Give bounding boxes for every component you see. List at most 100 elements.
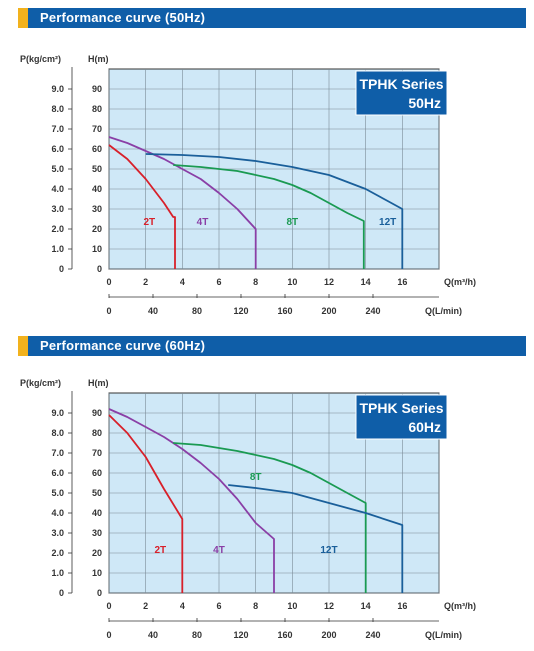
- pressure-tick-label: 2.0: [51, 224, 64, 234]
- head-tick-label: 90: [92, 408, 102, 418]
- section-header-50hz: Performance curve (50Hz): [18, 8, 526, 28]
- pressure-tick-label: 0: [59, 264, 64, 274]
- lmin-tick-label: 0: [106, 630, 111, 640]
- x-tick-label: 4: [180, 277, 185, 287]
- lmin-tick-label: 80: [192, 306, 202, 316]
- chart-50hz: P(kg/cm²) H(m) 9.0 8.0 7.0 6.0 5.0 4.0 3.0 2.0 1.0…: [20, 54, 476, 316]
- lmin-tick-label: 160: [277, 306, 292, 316]
- x-tick-label: 2: [143, 601, 148, 611]
- series-badge: [355, 70, 448, 116]
- lmin-tick-label: 240: [365, 630, 380, 640]
- x-tick-label: 6: [216, 601, 221, 611]
- section-title-60hz: Performance curve (60Hz): [40, 338, 206, 353]
- performance-panel-50hz: Performance curve (50Hz) P(kg/cm²) H(m) 9.…: [0, 0, 534, 325]
- pressure-tick-label: 7.0: [51, 124, 64, 134]
- x-tick-label: 12: [324, 601, 334, 611]
- head-tick-label: 0: [97, 588, 102, 598]
- series-badge-line1: TPHK Series: [359, 400, 443, 416]
- curve-8t: [173, 164, 365, 269]
- lmin-tick-label: 200: [321, 630, 336, 640]
- curve-label-2t: 2T: [143, 217, 155, 228]
- head-tick-label: 30: [92, 204, 102, 214]
- pressure-tick-label: 9.0: [51, 408, 64, 418]
- lmin-tick-label: 120: [233, 630, 248, 640]
- pressure-tick-label: 1.0: [51, 568, 64, 578]
- pressure-tick-label: 6.0: [51, 468, 64, 478]
- section-header-60hz: Performance curve (60Hz): [18, 336, 526, 356]
- section-title-50hz: Performance curve (50Hz): [40, 10, 206, 25]
- head-tick-label: 90: [92, 84, 102, 94]
- head-tick-label: 70: [92, 124, 102, 134]
- head-tick-label: 20: [92, 224, 102, 234]
- curve-label-8t: 8T: [250, 472, 262, 483]
- head-tick-label: 80: [92, 104, 102, 114]
- series-badge-line2: 60Hz: [408, 419, 441, 435]
- series-badge-line2: 50Hz: [408, 95, 441, 111]
- curve-12t: [228, 484, 404, 593]
- pressure-tick-label: 4.0: [51, 508, 64, 518]
- pressure-tick-label: 6.0: [51, 144, 64, 154]
- head-tick-label: 10: [92, 568, 102, 578]
- pressure-tick-label: 0: [59, 588, 64, 598]
- curve-label-2t: 2T: [154, 545, 166, 556]
- pressure-tick-label: 5.0: [51, 488, 64, 498]
- curve-8t: [173, 442, 367, 593]
- head-tick-label: 20: [92, 548, 102, 558]
- pressure-tick-label: 7.0: [51, 448, 64, 458]
- curve-2t: [108, 414, 184, 593]
- curve-2t: [108, 144, 176, 269]
- x-tick-label: 12: [324, 277, 334, 287]
- curve-label-4t: 4T: [213, 545, 225, 556]
- pressure-tick-label: 3.0: [51, 204, 64, 214]
- lmin-tick-label: 40: [148, 630, 158, 640]
- x-tick-label: 8: [253, 277, 258, 287]
- pressure-tick-label: 3.0: [51, 528, 64, 538]
- head-tick-label: 50: [92, 164, 102, 174]
- x-tick-label: 2: [143, 277, 148, 287]
- x-tick-label: 10: [287, 601, 297, 611]
- x-tick-label: 16: [397, 277, 407, 287]
- head-tick-label: 10: [92, 244, 102, 254]
- series-badge-line1: TPHK Series: [359, 76, 443, 92]
- pressure-tick-label: 2.0: [51, 548, 64, 558]
- head-axis-title: H(m): [88, 54, 109, 64]
- x-tick-label: 10: [287, 277, 297, 287]
- head-tick-label: 60: [92, 144, 102, 154]
- head-tick-label: 40: [92, 508, 102, 518]
- curve-label-12t: 12T: [320, 545, 337, 556]
- pressure-tick-label: 4.0: [51, 184, 64, 194]
- x-tick-label: 4: [180, 601, 185, 611]
- head-tick-label: 30: [92, 528, 102, 538]
- head-tick-label: 60: [92, 468, 102, 478]
- x-tick-label: 8: [253, 601, 258, 611]
- lmin-axis-title: Q(L/min): [425, 306, 462, 316]
- pressure-tick-label: 1.0: [51, 244, 64, 254]
- x-axis-title: Q(m³/h): [444, 277, 476, 287]
- pressure-tick-label: 8.0: [51, 104, 64, 114]
- head-tick-label: 70: [92, 448, 102, 458]
- pressure-axis-title: P(kg/cm²): [20, 378, 61, 388]
- lmin-tick-label: 200: [321, 306, 336, 316]
- curve-label-8t: 8T: [286, 217, 298, 228]
- curve-4t: [108, 136, 257, 269]
- head-tick-label: 80: [92, 428, 102, 438]
- performance-panel-60hz: Performance curve (60Hz) P(kg/cm²) H(m) 9.…: [0, 325, 534, 651]
- pressure-tick-label: 9.0: [51, 84, 64, 94]
- x-axis-title: Q(m³/h): [444, 601, 476, 611]
- head-tick-label: 50: [92, 488, 102, 498]
- lmin-tick-label: 40: [148, 306, 158, 316]
- lmin-tick-label: 160: [277, 630, 292, 640]
- curve-4t: [108, 408, 275, 593]
- lmin-tick-label: 120: [233, 306, 248, 316]
- curve-12t: [145, 153, 404, 269]
- x-tick-label: 6: [216, 277, 221, 287]
- lmin-tick-label: 80: [192, 630, 202, 640]
- series-badge: [355, 394, 448, 440]
- x-tick-label: 0: [106, 277, 111, 287]
- lmin-tick-label: 0: [106, 306, 111, 316]
- pressure-tick-label: 5.0: [51, 164, 64, 174]
- curve-label-12t: 12T: [379, 217, 396, 228]
- x-tick-label: 16: [397, 601, 407, 611]
- head-axis-title: H(m): [88, 378, 109, 388]
- x-tick-label: 14: [361, 601, 371, 611]
